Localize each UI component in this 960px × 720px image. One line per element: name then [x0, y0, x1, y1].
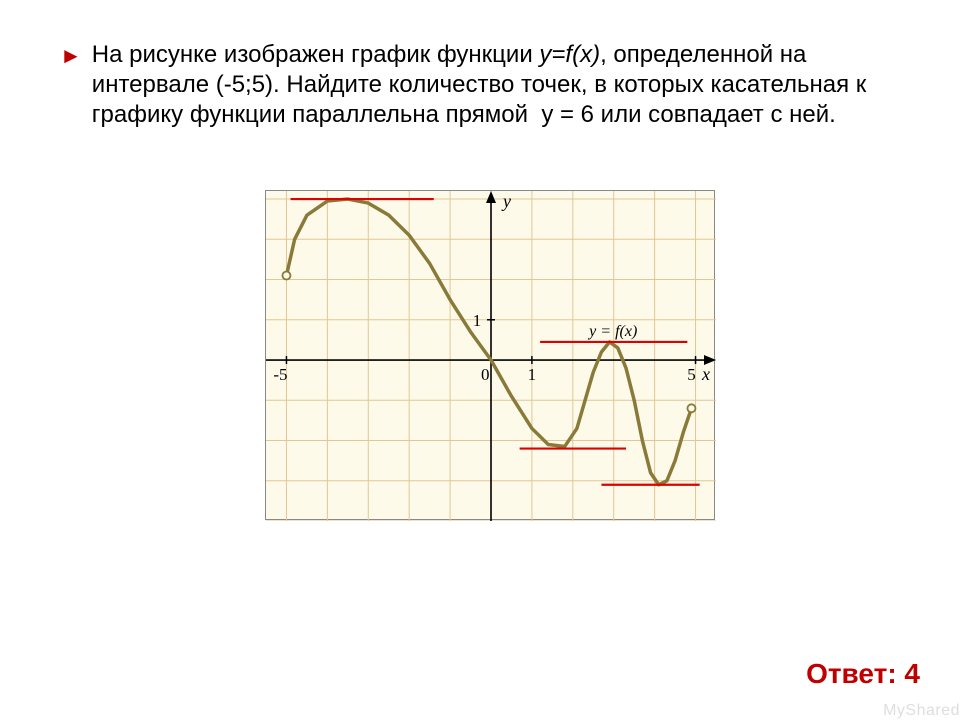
- svg-text:5: 5: [687, 365, 696, 384]
- problem-block: ► На рисунке изображен график функции y=…: [60, 40, 920, 130]
- svg-text:x: x: [701, 364, 710, 384]
- answer-label: Ответ: 4: [806, 658, 920, 690]
- bullet-triangle-icon: ►: [60, 42, 82, 71]
- watermark: MyShared: [883, 702, 960, 720]
- problem-text: На рисунке изображен график функции y=f(…: [92, 40, 920, 130]
- svg-text:y = f(x): y = f(x): [587, 323, 637, 340]
- svg-text:1: 1: [528, 365, 537, 384]
- svg-text:y: y: [501, 191, 511, 211]
- svg-text:0: 0: [481, 365, 490, 384]
- svg-text:1: 1: [473, 311, 482, 330]
- function-graph: -5 0 1 5 1 x y y = f(x): [265, 190, 715, 520]
- svg-text:-5: -5: [273, 365, 287, 384]
